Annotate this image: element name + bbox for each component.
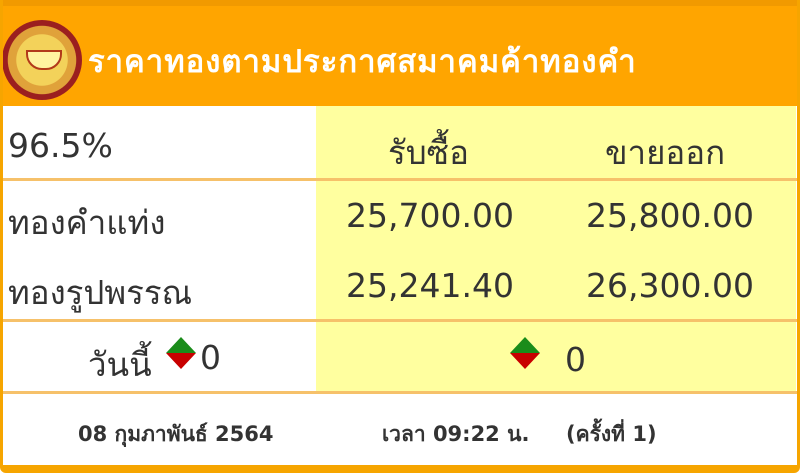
buy-header: รับซื้อ bbox=[388, 133, 469, 172]
announcement-time: เวลา 09:22 น. bbox=[382, 422, 530, 446]
announcement-round: (ครั้งที่ 1) bbox=[566, 422, 657, 446]
price-column-highlight bbox=[316, 106, 796, 320]
ornament-buy-price: 25,241.40 bbox=[346, 266, 514, 305]
page-title: ราคาทองตามประกาศสมาคมค้าทองคำ bbox=[88, 44, 637, 80]
association-logo bbox=[2, 20, 82, 100]
change-value: 0 bbox=[565, 340, 586, 379]
divider bbox=[0, 391, 800, 394]
ornament-sell-price: 26,300.00 bbox=[586, 266, 754, 305]
divider bbox=[0, 178, 800, 181]
change-highlight bbox=[316, 322, 796, 392]
announcement-date: 08 กุมภาพันธ์ 2564 bbox=[78, 422, 274, 446]
up-down-icon bbox=[510, 337, 540, 369]
row-label-ornament: ทองรูปพรรณ bbox=[8, 273, 193, 312]
up-down-icon bbox=[166, 337, 196, 369]
header-bar: ราคาทองตามประกาศสมาคมค้าทองคำ bbox=[0, 0, 800, 106]
today-change-value: 0 bbox=[200, 338, 221, 377]
gold-bar-sell-price: 25,800.00 bbox=[586, 196, 754, 235]
gold-bar-buy-price: 25,700.00 bbox=[346, 196, 514, 235]
sell-header: ขายออก bbox=[605, 133, 726, 172]
divider bbox=[0, 319, 800, 322]
today-label: วันนี้ bbox=[88, 345, 152, 384]
purity-label: 96.5% bbox=[8, 126, 113, 165]
row-label-gold-bar: ทองคำแท่ง bbox=[8, 203, 166, 242]
